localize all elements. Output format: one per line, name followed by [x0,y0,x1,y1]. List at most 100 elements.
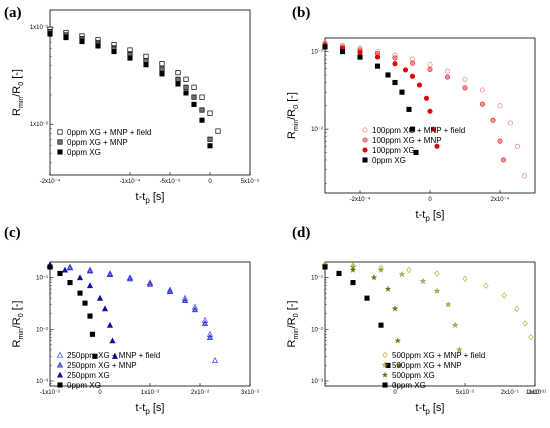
panel-label: (a) [4,5,22,21]
x-tick-label: -5x10⁻⁵ [160,178,181,185]
data-point [89,331,96,337]
data-point [159,71,165,77]
data-point [413,149,419,156]
y-axis-label: Rmin/R0 [-] [286,301,300,348]
data-point [427,108,433,114]
legend-marker [381,361,389,368]
data-point [92,353,98,359]
y-tick-label: 10⁻² [311,127,323,133]
legend-entry: 100ppm XG + MNP + field [372,126,465,135]
data-point [109,337,116,344]
data-points [46,261,219,363]
data-point [339,49,346,55]
x-tick-label: 0 [428,197,432,203]
legend-marker [57,139,63,145]
data-point [462,76,468,82]
data-point [394,337,402,344]
x-tick-label: -2x10⁻⁴ [350,196,371,203]
data-point [392,61,398,67]
plot-frame [324,261,536,387]
plot-frame [49,9,251,176]
data-point [416,82,423,88]
y-tick-label: 1x10⁻¹ [30,25,48,31]
data-point [483,282,489,289]
data-point [462,85,468,91]
data-point [76,274,84,281]
data-point [96,294,104,301]
legend-marker [56,351,64,358]
data-point [462,275,468,282]
data-point [86,282,94,289]
data-point [399,89,405,95]
y-tick-label: 10⁻³ [311,379,323,385]
x-tick-label: 5x10⁻² [456,390,474,396]
x-tick-label: 3x10⁻² [241,390,259,396]
legend-entry: 500ppm XG + MNP [392,361,462,370]
data-point [349,266,357,274]
legend-marker [56,371,64,378]
x-tick-label: 1x10⁻² [141,390,159,396]
data-point [374,63,381,69]
data-point [159,61,165,67]
data-point [47,264,53,270]
data-point [211,357,219,363]
legend-marker [362,137,368,143]
data-point [370,273,378,281]
y-tick-label: 10⁻¹ [36,276,48,282]
data-points [321,261,534,369]
data-point [433,287,441,294]
data-point [385,72,391,78]
data-point [395,361,403,369]
legend-entry: 100ppm XG + MNP [372,136,442,145]
data-point [451,321,459,329]
y-tick-label: 10⁻³ [36,379,48,385]
y-tick-label: 10⁻¹ [311,276,323,282]
data-point [364,295,370,301]
data-point [61,266,69,273]
x-axis-label: t-tp [s] [136,191,165,205]
legend-entry: 250ppm XG [67,371,110,380]
x-axis-label: t-tp [s] [416,209,445,223]
legend-entry: 250ppm XG + MNP [67,361,137,370]
data-point [479,101,486,107]
data-point [392,79,398,86]
legend-marker [362,147,368,153]
data-point [101,305,109,312]
data-point [175,81,181,87]
data-point [106,271,114,277]
data-point [479,87,486,93]
data-point [507,120,514,126]
legend-marker [381,371,389,378]
data-point [514,143,521,149]
x-tick-label: -1x10⁻² [40,390,60,396]
data-point [406,266,412,274]
legend-entry: 0ppm XG [67,148,101,157]
data-point [82,300,88,306]
data-point [183,84,189,90]
data-point [384,285,392,293]
data-point [377,266,385,274]
data-point [374,54,381,60]
legend-marker [57,129,63,135]
data-point [86,267,94,274]
data-point [111,352,119,359]
data-points [322,40,528,179]
data-point [66,264,74,271]
data-point [430,126,437,132]
data-point [181,297,189,304]
x-axis-label: t-tp [s] [136,402,165,416]
data-point [455,346,463,353]
x-axis-label: t-tp [s] [416,402,445,416]
data-point [419,277,427,285]
data-point [409,73,416,79]
legend-marker [362,157,368,163]
data-point [183,76,189,82]
x-tick-label: 0 [393,390,397,396]
data-point [87,313,93,319]
data-point [201,320,209,326]
legend-entry: 250ppm XG + MNP + field [67,351,160,360]
data-point [409,60,416,66]
